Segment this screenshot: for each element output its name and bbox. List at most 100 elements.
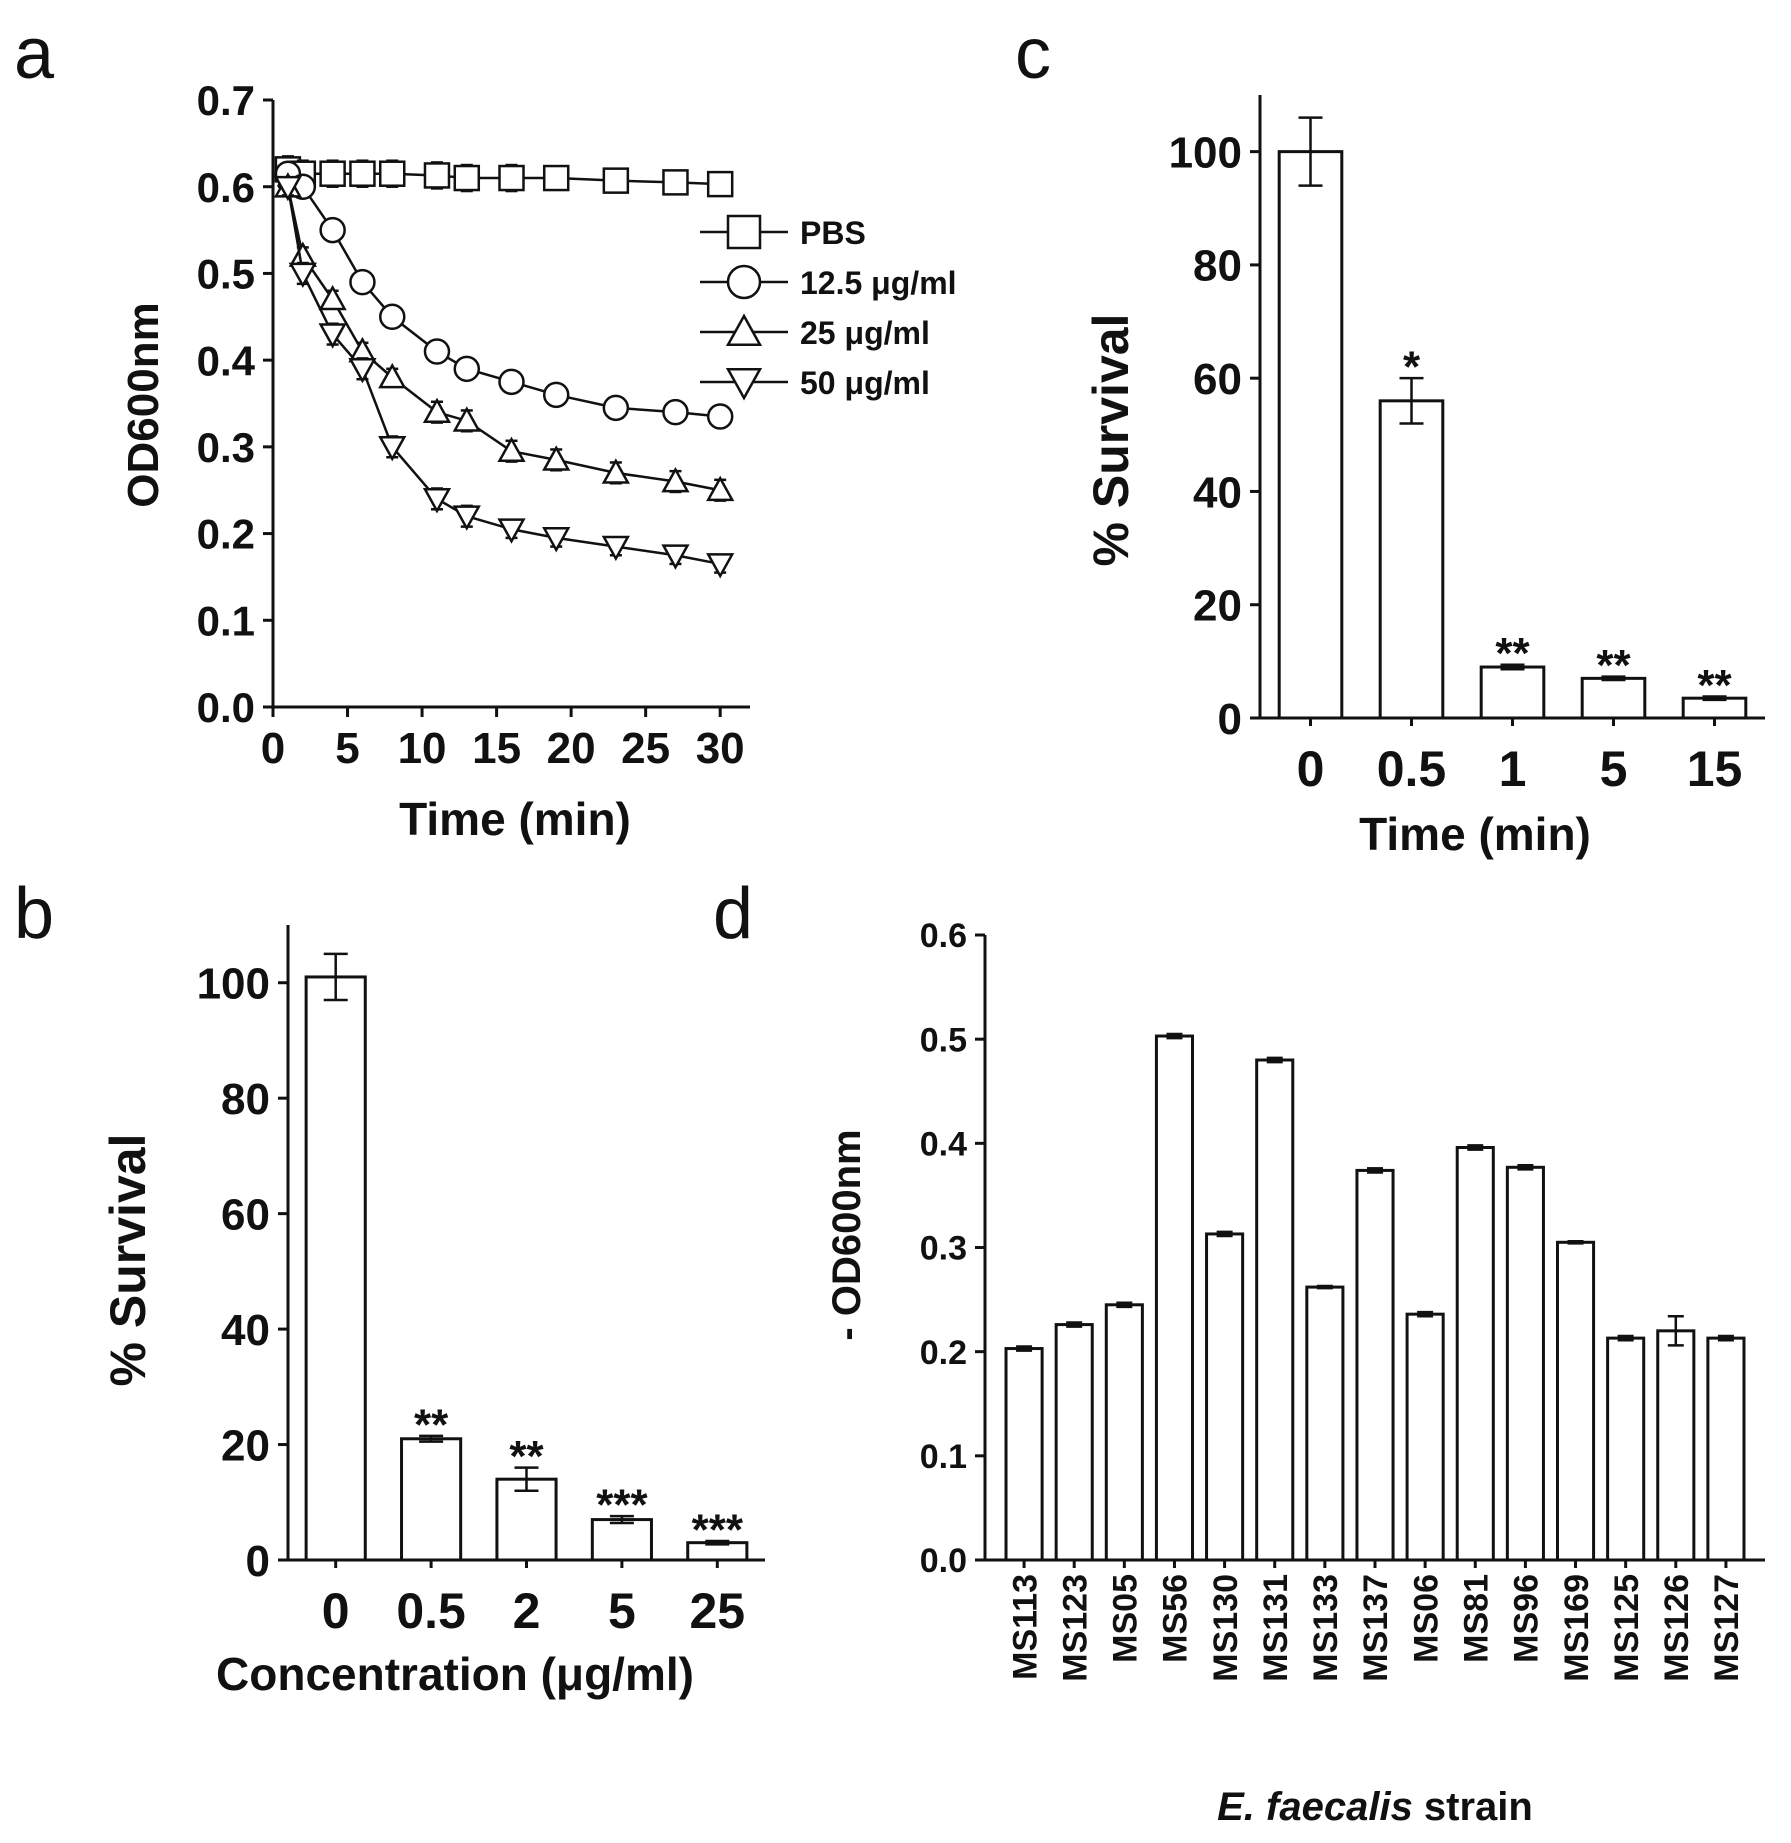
x-tick-label: 0: [1297, 741, 1325, 797]
y-tick-label: 0.1: [197, 597, 255, 644]
y-tick-label: 0.3: [920, 1230, 967, 1268]
x-tick-label: 15: [472, 724, 521, 773]
panel-c-bar-chart: c % Survival Time (min) 0 20 40 60 80 100 0 * 0.…: [1015, 14, 1765, 860]
data-point: [453, 164, 481, 192]
bar: [1004, 1347, 1044, 1562]
data-point: [319, 160, 346, 187]
x-tick-label: MS81: [1458, 1574, 1496, 1663]
data-point: [542, 381, 570, 409]
y-tick-label: 0.5: [920, 1021, 967, 1059]
significance-label: **: [414, 1400, 449, 1449]
x-tick-label: MS126: [1658, 1574, 1696, 1682]
x-tick-label: MS133: [1307, 1574, 1345, 1682]
data-point: [706, 170, 734, 198]
data-point: [498, 368, 525, 396]
y-axis-title: % Survival: [100, 1134, 156, 1387]
data-point: [542, 527, 571, 553]
x-tick-label: MS123: [1056, 1574, 1094, 1682]
panel-d-bar-chart: d - OD600nm E. faecalis strain 0.0 0.1 0.2…: [713, 874, 1765, 1829]
bar: [1205, 1232, 1245, 1562]
panel-a-line-chart: a OD600nm Time (min) 0.00.10.20.30.40.50…: [14, 14, 957, 845]
x-tick-label: MS125: [1608, 1574, 1646, 1682]
legend-label: 12.5 μg/ml: [800, 265, 957, 301]
data-point: [542, 164, 570, 192]
significance-label: ***: [692, 1505, 744, 1554]
y-tick-label: 0.2: [197, 511, 255, 558]
bar: [1479, 665, 1546, 720]
y-tick-label: 80: [221, 1075, 270, 1124]
x-tick-label: 5: [1600, 741, 1628, 797]
panel-label: b: [14, 874, 54, 954]
bar: [1606, 1336, 1646, 1562]
data-point: [602, 167, 630, 194]
significance-label: **: [1697, 661, 1732, 710]
x-tick-label: MS137: [1357, 1574, 1395, 1682]
data-point: [601, 458, 630, 484]
data-point: [602, 394, 630, 422]
data-point: [422, 488, 452, 514]
bar: [1505, 1165, 1545, 1562]
bar: [400, 1437, 463, 1562]
data-point: [661, 544, 690, 570]
bar: [1255, 1058, 1295, 1562]
data-point: [423, 162, 451, 189]
y-tick-label: 0.6: [920, 917, 967, 955]
data-point: [601, 535, 630, 562]
y-tick-label: 0: [1218, 695, 1242, 744]
data-point: [725, 367, 763, 401]
data-point: [378, 436, 407, 462]
bar: [1656, 1329, 1696, 1562]
data-point: [662, 398, 689, 426]
x-tick-label: 0: [261, 724, 285, 773]
data-point: [349, 160, 376, 187]
x-tick-label: 5: [335, 724, 359, 773]
y-tick-label: 100: [197, 960, 270, 1009]
data-point: [706, 403, 734, 430]
x-tick-label: 30: [696, 724, 745, 773]
y-tick-label: 0.4: [920, 1126, 967, 1164]
y-tick-label: 20: [221, 1421, 270, 1470]
y-tick-label: 100: [1169, 128, 1242, 177]
data-point: [348, 357, 377, 384]
y-tick-label: 0.1: [920, 1438, 967, 1476]
y-tick-label: 40: [221, 1306, 270, 1355]
x-tick-label: 10: [398, 724, 447, 773]
data-point: [349, 268, 376, 296]
data-point: [661, 466, 690, 493]
plot-area: 0.0 0.1 0.2 0.3 0.4 0.5 0.6 MS113 MS123 MS05 MS56 M…: [920, 917, 1765, 1682]
y-axis-title: % Survival: [1083, 314, 1139, 567]
data-point: [452, 505, 481, 531]
legend-label: 25 μg/ml: [800, 315, 930, 351]
bar: [1054, 1323, 1094, 1562]
x-axis-title-rest: strain: [1413, 1785, 1533, 1829]
data-point: [726, 264, 762, 300]
y-tick-label: 0.5: [197, 251, 255, 298]
data-point: [497, 436, 526, 463]
bar: [495, 1477, 558, 1562]
y-tick-label: 80: [1193, 242, 1242, 291]
significance-label: ***: [596, 1481, 648, 1530]
x-tick-label: MS56: [1157, 1574, 1195, 1663]
data-point: [662, 169, 689, 196]
x-tick-label: MS169: [1558, 1574, 1596, 1682]
x-tick-label: 25: [621, 724, 670, 773]
data-point: [379, 160, 406, 187]
data-point: [378, 362, 407, 389]
x-tick-label: MS131: [1257, 1574, 1295, 1682]
significance-label: **: [1596, 641, 1631, 690]
x-axis-title: E. faecalis strain: [1217, 1785, 1533, 1829]
legend-label: PBS: [800, 215, 866, 251]
bar: [1378, 399, 1445, 720]
data-point: [726, 214, 762, 250]
x-tick-label: 0.5: [396, 1583, 466, 1639]
x-tick-label: 1: [1499, 741, 1527, 797]
x-axis-title: Concentration (μg/ml): [216, 1648, 694, 1700]
data-point: [497, 518, 526, 544]
x-axis-title: Time (min): [399, 793, 631, 845]
data-point: [423, 338, 451, 365]
data-point: [498, 164, 525, 192]
y-axis-title: - OD600nm: [825, 1129, 869, 1340]
data-point: [706, 475, 735, 502]
data-point: [725, 313, 763, 347]
x-tick-label: MS127: [1708, 1574, 1746, 1682]
